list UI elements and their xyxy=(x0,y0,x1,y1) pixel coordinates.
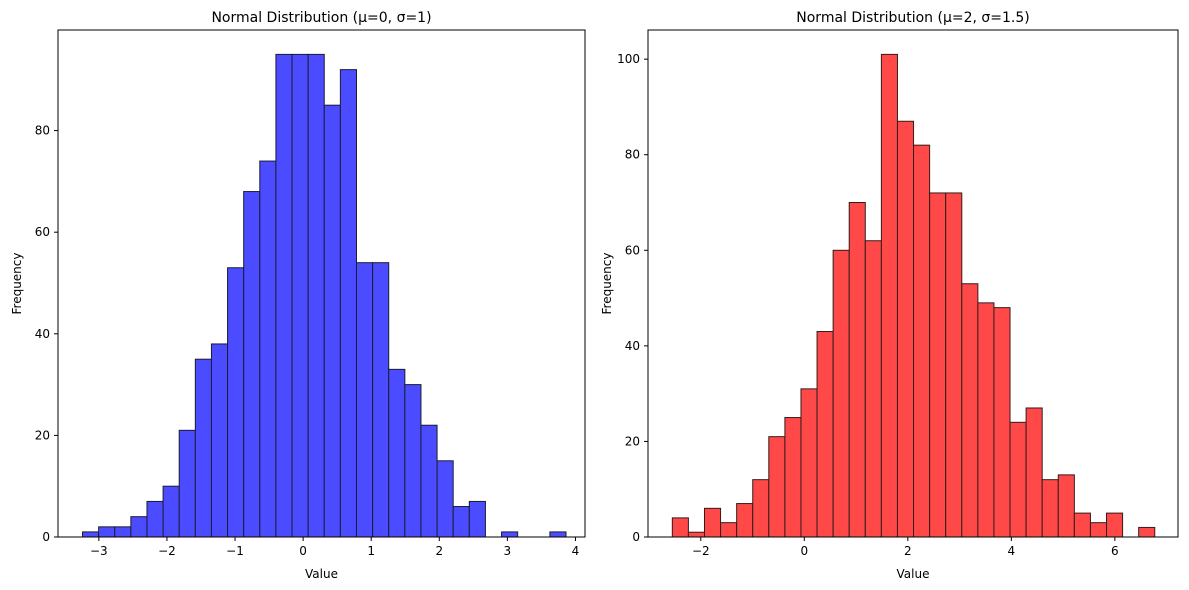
histogram-bar xyxy=(961,283,979,538)
histogram-bar xyxy=(227,267,245,538)
histogram-bar xyxy=(388,368,406,538)
histogram-bar xyxy=(339,69,357,538)
histogram-bar xyxy=(291,53,309,538)
y-tick-label: 60 xyxy=(35,225,50,239)
histogram-bar xyxy=(1041,479,1059,538)
x-tick-label: 0 xyxy=(299,544,307,558)
x-tick-label: 4 xyxy=(1008,544,1016,558)
axes-frame xyxy=(647,29,1179,538)
histogram-bar xyxy=(420,424,438,538)
histogram-bar xyxy=(768,436,786,538)
histogram-bar xyxy=(243,191,261,538)
y-tick-label: 80 xyxy=(35,124,50,138)
x-axis-label: Value xyxy=(897,567,930,581)
y-tick-label: 40 xyxy=(35,327,50,341)
histogram-bar xyxy=(452,506,470,538)
histogram-bar xyxy=(114,526,132,538)
y-tick-label: 100 xyxy=(617,52,640,66)
histogram-bar xyxy=(130,516,148,538)
histogram-bar xyxy=(82,531,100,538)
x-tick-label: 1 xyxy=(367,544,375,558)
histogram-bar xyxy=(549,531,567,538)
x-tick-label: 3 xyxy=(504,544,512,558)
histogram-bar xyxy=(736,503,754,538)
histogram-bar xyxy=(720,522,738,538)
histogram-bar xyxy=(832,249,850,538)
histogram-bar xyxy=(784,417,802,538)
histogram-bar xyxy=(929,192,947,538)
x-tick-label: −1 xyxy=(226,544,244,558)
y-tick-label: 0 xyxy=(632,530,640,544)
y-tick-label: 0 xyxy=(42,530,50,544)
histogram-bar xyxy=(848,202,866,538)
histogram-bar xyxy=(703,507,722,538)
histogram-bar xyxy=(816,331,834,538)
histogram-bar xyxy=(275,53,293,538)
histogram-bar xyxy=(355,262,374,538)
chart-title: Normal Distribution (μ=2, σ=1.5) xyxy=(796,10,1029,26)
histogram-bar xyxy=(436,460,454,538)
histogram-bar xyxy=(307,53,325,538)
histogram-bar xyxy=(752,479,770,538)
histogram-bar xyxy=(896,120,915,538)
x-tick-label: 4 xyxy=(572,544,580,558)
histogram-bar xyxy=(1089,522,1108,538)
histogram-bar xyxy=(178,429,196,538)
histogram-bar xyxy=(98,526,116,538)
histogram-bar xyxy=(146,500,164,538)
y-tick-label: 40 xyxy=(625,339,640,353)
histogram-bar xyxy=(1025,407,1043,538)
chart-title: Normal Distribution (μ=0, σ=1) xyxy=(211,10,431,26)
histogram-bar xyxy=(162,485,180,538)
histogram-bar xyxy=(1106,512,1124,538)
histogram-bar xyxy=(671,517,689,538)
histogram-bar xyxy=(404,384,422,538)
histogram-bar xyxy=(687,531,705,538)
y-axis-label: Frequency xyxy=(600,253,614,315)
axes-frame xyxy=(57,29,586,538)
histogram-bar xyxy=(1073,512,1091,538)
x-tick-label: 6 xyxy=(1111,544,1119,558)
histogram-bar xyxy=(880,53,898,538)
x-tick-label: 0 xyxy=(800,544,808,558)
x-axis-label: Value xyxy=(305,567,338,581)
x-tick-label: −2 xyxy=(158,544,176,558)
histogram-bar xyxy=(1138,526,1156,538)
y-tick-label: 20 xyxy=(35,428,50,442)
histogram-bar xyxy=(1057,474,1075,538)
x-tick-label: 2 xyxy=(904,544,912,558)
histogram-bar xyxy=(800,388,818,538)
y-tick-label: 60 xyxy=(625,243,640,257)
histogram-bar xyxy=(210,343,229,538)
histogram-bar xyxy=(468,500,486,538)
x-tick-label: 2 xyxy=(435,544,443,558)
histogram-bar xyxy=(372,262,390,538)
histogram-bar xyxy=(323,104,341,538)
histogram-bar xyxy=(913,144,931,538)
y-tick-label: 80 xyxy=(625,148,640,162)
histogram-bar xyxy=(259,160,277,538)
y-axis-label: Frequency xyxy=(10,253,24,315)
x-tick-label: −2 xyxy=(692,544,710,558)
histogram-bar xyxy=(993,307,1011,538)
histogram-bar xyxy=(864,240,882,538)
histogram-bar xyxy=(945,192,963,538)
y-tick-label: 20 xyxy=(625,434,640,448)
histogram-bar xyxy=(194,358,212,538)
x-tick-label: −3 xyxy=(90,544,108,558)
histogram-bar xyxy=(501,531,519,538)
histogram-bar xyxy=(1009,421,1027,538)
histogram-bar xyxy=(977,302,995,538)
